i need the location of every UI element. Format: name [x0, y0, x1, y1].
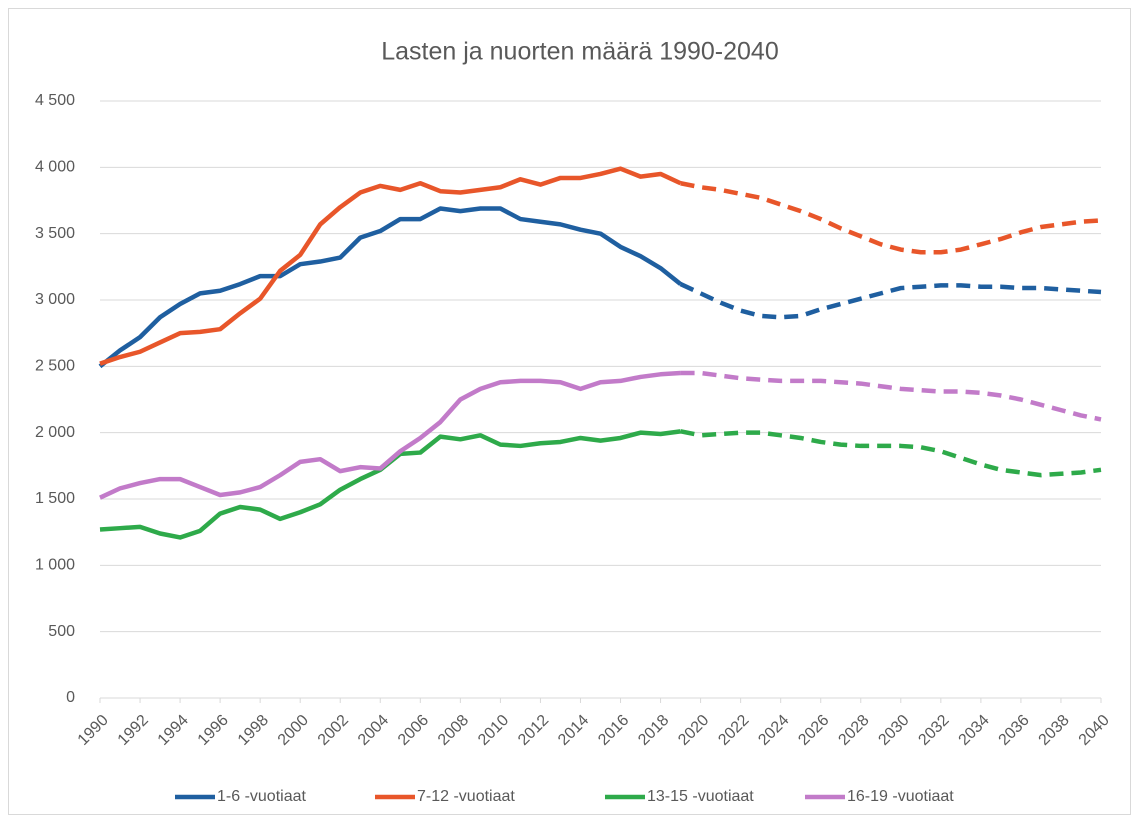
series-line — [99, 370, 681, 500]
chart-title: Lasten ja nuorten määrä 1990-2040 — [381, 38, 779, 66]
y-tick-label: 500 — [48, 623, 75, 640]
y-tick-label: 1 000 — [35, 557, 75, 574]
y-tick-label: 0 — [66, 689, 75, 706]
y-tick-label: 3 000 — [35, 291, 75, 308]
y-tick-label: 4 500 — [35, 92, 75, 109]
legend-label: 1-6 -vuotiaat — [217, 788, 306, 805]
series-line-dashed — [680, 429, 1102, 478]
series-line — [99, 166, 682, 366]
chart-frame — [8, 8, 1131, 815]
y-tick-label: 1 500 — [35, 490, 75, 507]
y-tick-label: 2 000 — [35, 424, 75, 441]
series-line-dashed — [679, 282, 1102, 320]
series-line-dashed — [680, 181, 1102, 255]
y-tick-label: 2 500 — [35, 358, 75, 375]
legend-label: 7-12 -vuotiaat — [417, 788, 515, 805]
y-tick-label: 4 000 — [35, 159, 75, 176]
series-line — [98, 206, 682, 369]
y-tick-label: 3 500 — [35, 225, 75, 242]
legend-label: 13-15 -vuotiaat — [647, 788, 754, 805]
legend-label: 16-19 -vuotiaat — [847, 788, 954, 805]
series-line-dashed — [680, 370, 1102, 422]
